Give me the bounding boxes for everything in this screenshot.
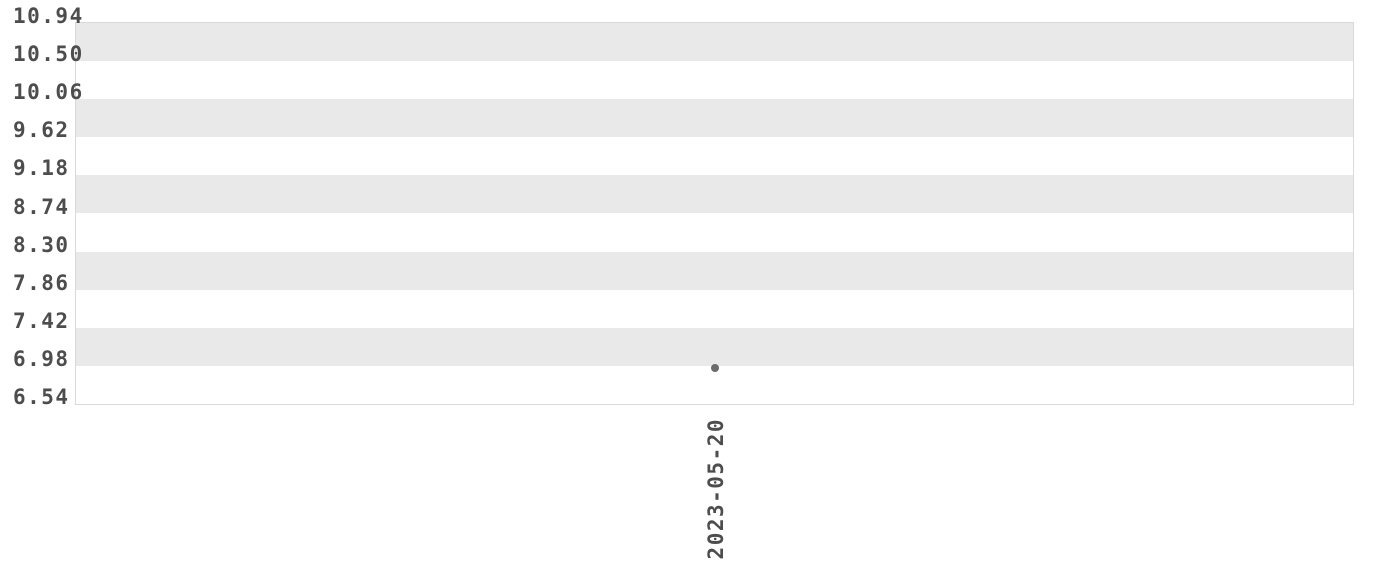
data-point[interactable] — [710, 363, 719, 372]
y-tick-label: 9.18 — [13, 156, 70, 181]
y-tick-label: 7.42 — [13, 308, 70, 333]
grid-band — [76, 137, 1353, 176]
grid-band — [76, 23, 1353, 62]
y-tick-label: 6.54 — [13, 385, 70, 409]
plot-area — [75, 22, 1354, 405]
grid-band — [76, 365, 1353, 404]
grid-band — [76, 61, 1353, 100]
y-tick-label: 10.06 — [13, 80, 84, 105]
y-tick-label: 8.30 — [13, 232, 70, 257]
grid-band — [76, 289, 1353, 328]
y-tick-label: 9.62 — [13, 118, 70, 143]
y-tick-label: 10.50 — [13, 42, 84, 67]
grid-band — [76, 175, 1353, 214]
x-tick-label: 2023-05-20 — [703, 418, 728, 560]
y-tick-label: 6.98 — [13, 346, 70, 371]
y-tick-label: 8.74 — [13, 194, 70, 219]
y-tick-label: 7.86 — [13, 270, 70, 295]
grid-band — [76, 99, 1353, 138]
grid-band — [76, 213, 1353, 252]
grid-band — [76, 251, 1353, 290]
y-tick-label: 10.94 — [13, 4, 84, 28]
grid-band — [76, 327, 1353, 366]
